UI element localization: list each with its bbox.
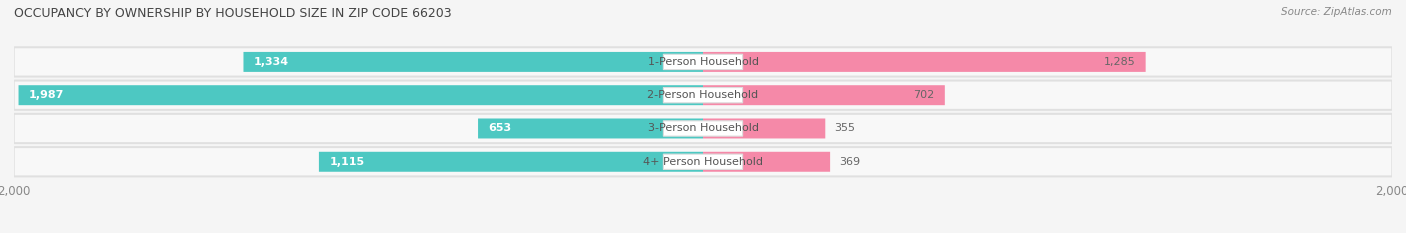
Text: 1,285: 1,285 [1104,57,1135,67]
FancyBboxPatch shape [664,54,742,70]
FancyBboxPatch shape [478,119,703,138]
Text: 1,334: 1,334 [254,57,290,67]
Text: 355: 355 [834,123,855,134]
FancyBboxPatch shape [319,152,703,172]
FancyBboxPatch shape [14,148,1392,175]
Text: 1-Person Household: 1-Person Household [648,57,758,67]
FancyBboxPatch shape [703,119,825,138]
FancyBboxPatch shape [14,79,1392,111]
Text: 4+ Person Household: 4+ Person Household [643,157,763,167]
FancyBboxPatch shape [18,85,703,105]
Text: Source: ZipAtlas.com: Source: ZipAtlas.com [1281,7,1392,17]
FancyBboxPatch shape [703,52,1146,72]
FancyBboxPatch shape [14,82,1392,109]
Text: 653: 653 [488,123,512,134]
FancyBboxPatch shape [703,85,945,105]
Text: 702: 702 [914,90,935,100]
FancyBboxPatch shape [14,48,1392,75]
FancyBboxPatch shape [664,88,742,103]
FancyBboxPatch shape [14,113,1392,144]
Text: OCCUPANCY BY OWNERSHIP BY HOUSEHOLD SIZE IN ZIP CODE 66203: OCCUPANCY BY OWNERSHIP BY HOUSEHOLD SIZE… [14,7,451,20]
FancyBboxPatch shape [14,46,1392,78]
FancyBboxPatch shape [664,121,742,136]
Text: 369: 369 [839,157,860,167]
Text: 1,115: 1,115 [329,157,364,167]
Text: 3-Person Household: 3-Person Household [648,123,758,134]
FancyBboxPatch shape [14,146,1392,177]
Text: 1,987: 1,987 [30,90,65,100]
FancyBboxPatch shape [703,152,830,172]
FancyBboxPatch shape [664,154,742,169]
Text: 2-Person Household: 2-Person Household [647,90,759,100]
FancyBboxPatch shape [14,115,1392,142]
FancyBboxPatch shape [243,52,703,72]
